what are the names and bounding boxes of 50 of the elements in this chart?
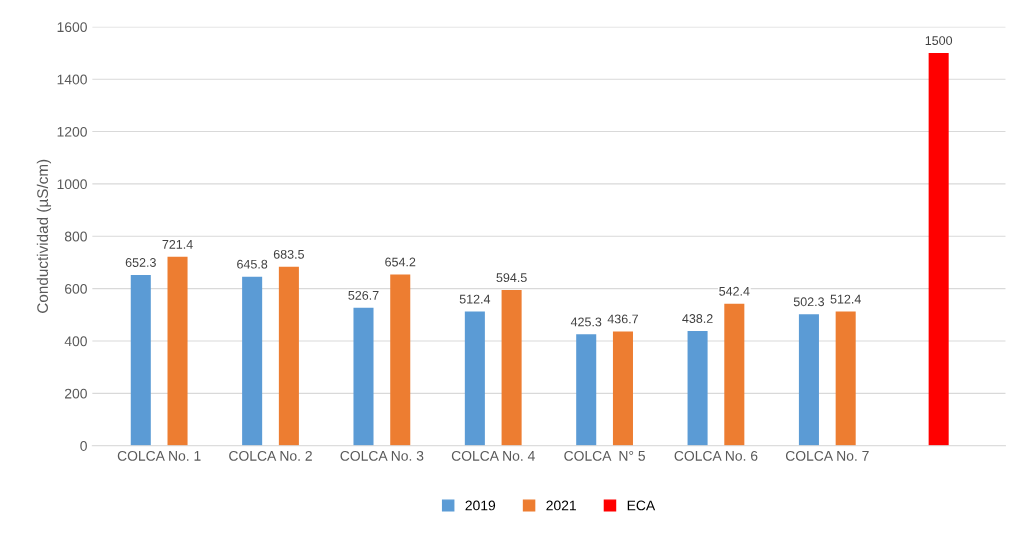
data-label: 683.5: [273, 249, 305, 259]
data-label: 512.4: [459, 294, 491, 304]
x-tick-label: COLCA N° 5: [564, 450, 645, 461]
bar: [687, 330, 708, 446]
bar: [464, 311, 485, 446]
legend-label: 2021: [546, 500, 576, 511]
bar: [835, 311, 856, 446]
data-label: 721.4: [162, 239, 193, 249]
y-tick-label: 1000: [57, 179, 87, 190]
x-tick-label: COLCA No. 2: [229, 450, 312, 461]
y-axis-title: Conductividad (µS/cm): [36, 159, 52, 313]
data-label: 654.2: [385, 257, 416, 267]
data-label: 425.3: [570, 317, 602, 327]
bar: [724, 303, 745, 446]
bar: [167, 256, 188, 446]
bar: [928, 53, 949, 446]
x-tick-label: COLCA No. 7: [785, 450, 869, 461]
legend-label: ECA: [627, 500, 656, 511]
y-tick-label: 600: [65, 283, 87, 294]
data-label: 652.3: [125, 258, 156, 267]
bar: [242, 276, 263, 446]
y-tick-label: 1600: [57, 22, 87, 33]
bar: [798, 314, 819, 446]
bar: [501, 290, 522, 446]
data-label: 502.3: [793, 297, 825, 307]
data-label: 526.7: [348, 290, 379, 300]
data-label: 645.8: [237, 259, 268, 269]
x-tick-label: COLCA No. 3: [340, 450, 424, 461]
data-label: 594.5: [496, 273, 527, 283]
y-tick-label: 200: [65, 388, 87, 399]
data-label: 1500: [925, 36, 953, 45]
data-label: 512.4: [830, 294, 861, 304]
legend-label: 2019: [465, 500, 496, 511]
x-tick-label: COLCA No. 6: [674, 450, 758, 461]
y-tick-label: 1400: [57, 74, 87, 85]
data-label: 542.4: [719, 286, 750, 296]
bar: [278, 266, 299, 446]
bar: [130, 274, 151, 446]
y-tick-label: 800: [64, 231, 87, 242]
data-label: 438.2: [682, 314, 713, 323]
bar: [612, 331, 633, 446]
bar: [353, 307, 374, 446]
bar: [390, 274, 411, 446]
x-tick-label: COLCA No. 4: [451, 450, 535, 461]
bar: [576, 334, 597, 446]
y-tick-label: 0: [80, 441, 87, 451]
y-tick-label: 400: [64, 336, 87, 347]
data-label: 436.7: [607, 314, 638, 324]
y-tick-label: 1200: [57, 126, 87, 137]
x-tick-label: COLCA No. 1: [117, 450, 201, 461]
